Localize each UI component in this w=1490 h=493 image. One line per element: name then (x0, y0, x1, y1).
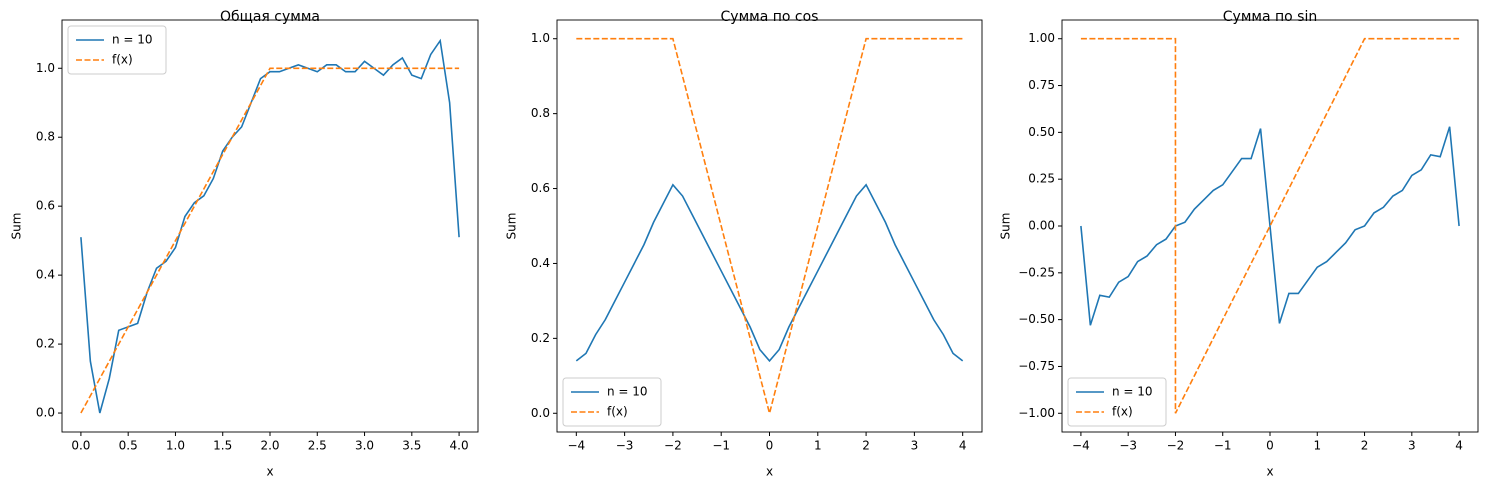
x-tick-label: 1.5 (213, 439, 232, 453)
x-tick-label: 1 (814, 439, 822, 453)
x-tick-label: −1 (1214, 439, 1232, 453)
x-tick-label: 3 (1408, 439, 1416, 453)
x-tick-label: 4 (1455, 439, 1463, 453)
x-axis-label: x (1266, 465, 1273, 479)
y-tick-label: 1.00 (1028, 31, 1055, 45)
plot-frame (61, 19, 479, 433)
y-tick-label: 0.2 (36, 337, 55, 351)
y-axis-label: Sum (10, 213, 24, 240)
x-tick-label: −4 (1072, 439, 1090, 453)
legend-label: f(x) (607, 405, 628, 419)
legend-box (67, 25, 167, 75)
y-tick-label: 0.50 (1028, 125, 1055, 139)
x-tick-label: 0 (766, 439, 774, 453)
y-tick-label: 0.4 (531, 256, 550, 270)
legend-box (562, 377, 662, 427)
y-tick-label: 1.0 (36, 61, 55, 75)
x-tick-label: −3 (1119, 439, 1137, 453)
y-tick-label: 0.8 (531, 106, 550, 120)
y-axis-label: Sum (505, 213, 519, 240)
x-tick-label: 0.0 (71, 439, 90, 453)
x-tick-label: 0 (1266, 439, 1274, 453)
series-line (575, 183, 964, 363)
x-tick-label: 4 (959, 439, 967, 453)
legend-label: n = 10 (1112, 385, 1153, 399)
x-tick-label: −1 (712, 439, 730, 453)
legend-label: n = 10 (112, 33, 153, 47)
y-tick-label: 0.6 (36, 199, 55, 213)
y-axis-label: Sum (999, 213, 1013, 240)
series-line (576, 37, 963, 414)
y-tick-label: −1.00 (1018, 406, 1055, 420)
legend-label: f(x) (1112, 405, 1133, 419)
y-tick-label: 0.0 (36, 406, 55, 420)
x-tick-label: −2 (1167, 439, 1185, 453)
chart-title: Сумма по cos (721, 9, 819, 25)
plot-frame (556, 19, 983, 433)
y-tick-label: −0.50 (1018, 312, 1055, 326)
x-tick-label: 1 (1313, 439, 1321, 453)
y-tick-label: 0.6 (531, 181, 550, 195)
x-tick-label: 0.5 (119, 439, 138, 453)
y-tick-label: 0.0 (531, 406, 550, 420)
y-tick-label: 0.75 (1028, 78, 1055, 92)
x-tick-label: 2.0 (260, 439, 279, 453)
legend-label: n = 10 (607, 385, 648, 399)
chart-title: Общая сумма (220, 9, 320, 25)
series-line (80, 38, 460, 414)
series-line (1080, 37, 1460, 414)
y-tick-label: 0.2 (531, 331, 550, 345)
y-tick-label: 0.4 (36, 268, 55, 282)
series-line (80, 67, 460, 414)
x-tick-label: 3.5 (402, 439, 421, 453)
x-tick-label: 4.0 (450, 439, 469, 453)
legend-label: f(x) (112, 53, 133, 67)
y-tick-label: 0.00 (1028, 219, 1055, 233)
y-tick-label: 0.25 (1028, 172, 1055, 186)
x-axis-label: x (266, 465, 273, 479)
x-tick-label: 1.0 (166, 439, 185, 453)
x-tick-label: 2 (1361, 439, 1369, 453)
chart-title: Сумма по sin (1223, 9, 1317, 25)
y-tick-label: −0.25 (1018, 265, 1055, 279)
series-line (1080, 126, 1460, 326)
x-tick-label: −3 (616, 439, 634, 453)
legend-box (1067, 377, 1167, 427)
x-tick-label: 2 (862, 439, 870, 453)
y-tick-label: 0.8 (36, 130, 55, 144)
x-tick-label: 3 (911, 439, 919, 453)
x-tick-label: −4 (567, 439, 585, 453)
x-tick-label: −2 (664, 439, 682, 453)
plot-frame (1061, 19, 1479, 433)
y-tick-label: −0.75 (1018, 359, 1055, 373)
y-tick-label: 1.0 (531, 31, 550, 45)
x-tick-label: 3.0 (355, 439, 374, 453)
x-tick-label: 2.5 (308, 439, 327, 453)
x-axis-label: x (766, 465, 773, 479)
